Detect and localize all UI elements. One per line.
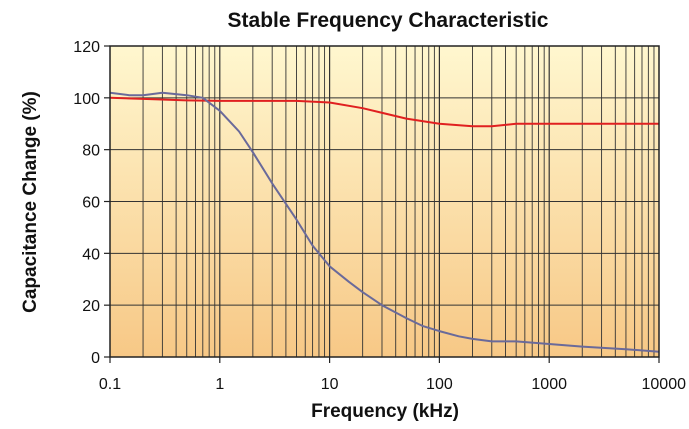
series-lines xyxy=(110,91,659,353)
y-tick-label: 0 xyxy=(91,350,100,367)
x-tick-label: 1000 xyxy=(531,376,567,393)
y-tick-label: 120 xyxy=(73,39,100,56)
grid-lines xyxy=(110,46,659,357)
x-tick-label: 10000 xyxy=(642,376,687,393)
y-tick-label: 100 xyxy=(73,91,100,108)
y-tick-label: 60 xyxy=(82,195,100,212)
x-tick-label: 1 xyxy=(215,376,224,393)
chart-title: Stable Frequency Characteristic xyxy=(228,9,549,32)
y-tick-label: 20 xyxy=(82,298,100,315)
x-tick-label: 100 xyxy=(426,376,453,393)
y-axis-label: Capacitance Change (%) xyxy=(20,91,41,313)
series-line-2 xyxy=(110,91,659,353)
y-axis-ticks: 0 20 40 60 80 100 120 xyxy=(73,39,110,367)
x-tick-label: 10 xyxy=(321,376,339,393)
x-tick-label: 0.1 xyxy=(99,376,121,393)
x-axis-label: Frequency (kHz) xyxy=(311,401,459,422)
y-tick-label: 80 xyxy=(82,143,100,160)
y-tick-label: 40 xyxy=(82,246,100,263)
series-line-1 xyxy=(110,96,659,128)
x-axis-ticks: 0.1 1 10 100 1000 10000 xyxy=(99,357,686,393)
